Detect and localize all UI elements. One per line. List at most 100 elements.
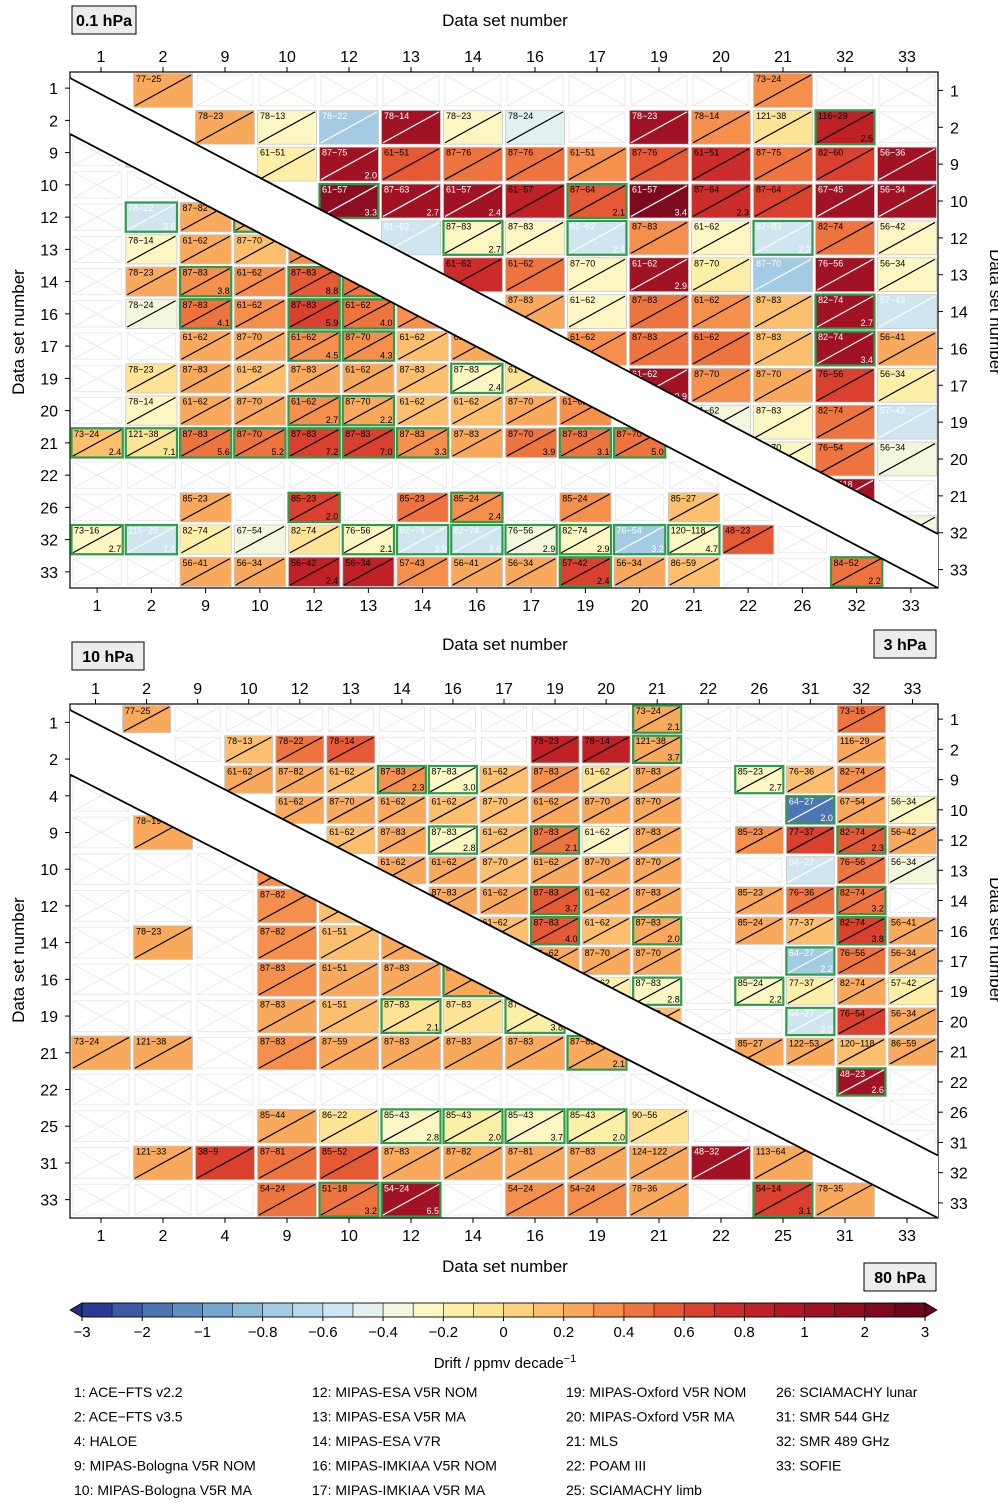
cell-diagonal: [583, 887, 629, 914]
legend-entry: 10: MIPAS-Bologna V5R MA: [74, 1482, 253, 1498]
right-tick-label: 19: [950, 415, 968, 432]
cell-diagonal: [258, 1036, 316, 1069]
top-tick-label: 17: [588, 49, 606, 66]
upper-cell: 56−34: [888, 795, 937, 824]
cell-diagonal: [787, 827, 834, 853]
lower-cell: 61−62: [396, 395, 449, 426]
cell-period: 64−27: [789, 1008, 814, 1018]
lower-cell: 48−23: [722, 524, 775, 555]
cell-diagonal: [506, 1147, 564, 1179]
cell-period: 116−29: [840, 736, 870, 746]
cell-period: 61−62: [694, 406, 719, 416]
cell-diagonal: [444, 1000, 502, 1032]
cell-value: 4.7: [705, 544, 718, 554]
cell-period: 85−23: [738, 766, 763, 776]
lower-cell: 86−22: [319, 1108, 379, 1144]
left-tick-label: 17: [40, 339, 58, 356]
colorbar-tick-label: 0.2: [553, 1324, 574, 1341]
bottom-tick-label: 22: [712, 1228, 730, 1245]
top-tick-label: 33: [904, 681, 922, 698]
cell-period: 87−83: [431, 827, 456, 837]
cell-diagonal: [634, 766, 680, 793]
left-tick-label: 10: [40, 862, 58, 879]
cell-diagonal: [343, 558, 393, 586]
cell-period: 87−75: [322, 148, 347, 158]
upper-cell: 77−37: [785, 826, 835, 855]
cell-value: 2.1: [565, 843, 578, 853]
svg-text:3 hPa: 3 hPa: [884, 637, 927, 654]
bottom-tick-label: 4: [221, 1228, 230, 1245]
legend-entry: 21: MLS: [566, 1433, 618, 1449]
cell-period: 61−57: [446, 185, 471, 195]
bottom-tick-label: 10: [340, 1228, 358, 1245]
cell-period: 87−83: [400, 429, 425, 439]
cell-diagonal: [72, 525, 122, 554]
right-tick-label: 17: [950, 954, 968, 971]
cell-period: 82−74: [818, 406, 843, 416]
cell-value: 2.6: [871, 1085, 884, 1095]
cell-diagonal: [878, 295, 936, 328]
upper-cell: 61−62: [377, 795, 427, 824]
lower-cell: 121−38 7.1: [124, 427, 179, 459]
cell-diagonal: [444, 1036, 502, 1069]
legend-entry: 31: SMR 544 GHz: [776, 1409, 890, 1425]
cell-period: 122−53: [789, 1039, 819, 1049]
colorbar-swatch: [202, 1303, 233, 1317]
cell-value: 2.4: [488, 383, 501, 393]
cell-diagonal: [343, 396, 393, 425]
bottom-tick-label: 19: [588, 1228, 606, 1245]
cell-period: 76−36: [789, 766, 814, 776]
colorbar-swatch: [112, 1303, 143, 1317]
cell-period: 87−83: [562, 429, 587, 439]
cell-diagonal: [343, 300, 393, 328]
legend-entry: 17: MIPAS-IMKIAA V5R MA: [312, 1482, 486, 1498]
cell-diagonal: [754, 1147, 812, 1179]
cell-period: 56−34: [345, 558, 370, 568]
lower-cell: 61−62: [342, 363, 395, 394]
cell-period: 61−57: [322, 185, 347, 195]
cell-period: 56−34: [891, 948, 916, 958]
right-tick-label: 17: [950, 378, 968, 395]
upper-cell: 61−62: [530, 856, 580, 885]
cell-period: 85−43: [384, 1110, 409, 1120]
bottom-tick-label: 20: [631, 598, 649, 615]
right-tick-label: 31: [950, 1135, 968, 1152]
cell-diagonal: [630, 1110, 688, 1143]
cell-diagonal: [126, 267, 176, 296]
lower-cell: 82−74: [179, 524, 232, 555]
cell-diagonal: [320, 963, 378, 996]
cell-period: 87−83: [183, 429, 208, 439]
cell-value: 2.1: [612, 207, 625, 217]
cell-value: 3.2: [364, 1206, 377, 1216]
cell-diagonal: [532, 736, 578, 762]
cell-period: 87−83: [632, 295, 657, 305]
cell-diagonal: [72, 429, 122, 457]
cell-period: 57−42: [880, 406, 905, 416]
cell-period: 48−23: [725, 526, 750, 536]
upper-cell: 67−54: [836, 795, 886, 824]
upper-cell: 87−83: [629, 331, 689, 366]
lower-cell: 76−54 3.2: [612, 523, 667, 556]
lower-cell: 87−81: [257, 1145, 317, 1181]
cell-period: 78−13: [227, 736, 252, 746]
cell-period: 61−51: [384, 148, 409, 158]
legend-entry: 12: MIPAS-ESA V5R NOM: [312, 1384, 477, 1400]
upper-cell: 87−83 2.8: [632, 976, 683, 1006]
lower-cell: 87−83: [257, 998, 317, 1034]
cell-period: 56−34: [891, 857, 916, 867]
cell-diagonal: [181, 332, 231, 360]
cell-diagonal: [878, 258, 936, 291]
upper-cell: 64−27 2.2: [785, 946, 836, 976]
cell-period: 76−36: [789, 887, 814, 897]
upper-cell: 76−56: [836, 946, 886, 976]
cell-value: 2.7: [426, 207, 439, 217]
colorbar-tick-label: 0.8: [734, 1324, 755, 1341]
cell-diagonal: [382, 1110, 440, 1143]
cell-diagonal: [289, 300, 339, 328]
cell-period: 56−34: [891, 1008, 916, 1018]
upper-cell: 87−70: [581, 795, 631, 824]
cell-period: 87−70: [345, 397, 370, 407]
cell-period: 78−14: [128, 235, 153, 245]
cell-diagonal: [235, 364, 285, 393]
cell-diagonal: [736, 766, 783, 793]
